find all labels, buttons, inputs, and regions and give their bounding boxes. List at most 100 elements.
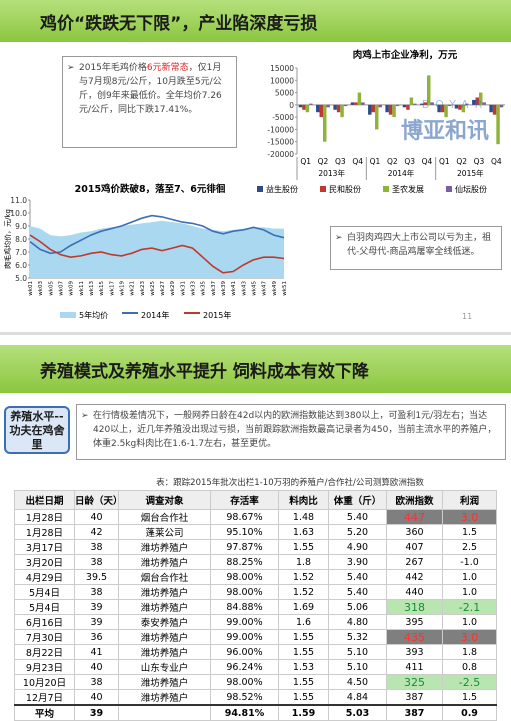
table-cell: 1.0 — [442, 569, 497, 585]
x-tick-label: wk45 — [252, 281, 258, 296]
bar — [336, 104, 341, 113]
table-cell: 1.69 — [278, 599, 329, 615]
table-cell: 3.0 — [442, 509, 497, 525]
x-tick-label: wk21 — [130, 281, 136, 296]
bar — [388, 104, 393, 115]
table-row: 1月28日 40 烟台合作社 98.67% 1.48 5.40 447 3.0 — [14, 509, 497, 525]
x-tick-label: wk41 — [231, 281, 237, 296]
footer-cell: 5.03 — [328, 704, 387, 721]
table-cell: 4.84 — [328, 689, 387, 706]
legend-label: 民和股份 — [329, 184, 361, 194]
x-tick-label: Q2 — [387, 157, 398, 166]
table-cell: 411 — [386, 659, 443, 675]
x-tick-label: wk25 — [150, 281, 156, 296]
chart-title: 肉鸡上市企业净利，万元 — [353, 49, 458, 61]
header-cell: 欧洲指数 — [386, 490, 443, 510]
table-cell: 4.90 — [328, 539, 387, 555]
table-cell: 5.10 — [328, 659, 387, 675]
x-tick-label: Q1 — [439, 157, 450, 166]
header-cell: 出栏日期 — [14, 490, 75, 510]
table-cell: 39.5 — [74, 569, 119, 585]
watermark: 博亚和讯 — [401, 118, 489, 144]
legend-label: 圣农发展 — [392, 184, 424, 194]
table-cell: 1.5 — [442, 524, 497, 540]
bar — [496, 104, 500, 145]
x-tick-label: Q4 — [491, 157, 502, 166]
page: 鸡价“跌跌无下限”，产业陷深度亏损 2015年毛鸡价格6元新常态，仅1月与7月现… — [0, 0, 511, 698]
bar — [375, 104, 379, 130]
table-cell: 36 — [74, 629, 119, 645]
bar — [392, 104, 396, 118]
x-tick-label: Q2 — [318, 157, 329, 166]
table-cell: -1.0 — [442, 554, 497, 570]
price-note: 2015年毛鸡价格6元新常态，仅1月与7月现8元/公斤，10月跌至5元/公斤，创… — [62, 56, 237, 148]
header-cell: 利润 — [442, 490, 497, 510]
y-tick-label: 8.0 — [15, 235, 27, 244]
table-row: 3月17日 38 潍坊养殖户 97.87% 1.55 4.90 407 2.5 — [14, 539, 497, 555]
bar — [333, 104, 337, 110]
table-cell: 41 — [74, 644, 119, 660]
x-tick-label: Q3 — [335, 157, 346, 166]
table-cell: 5.20 — [328, 524, 387, 540]
table-cell: 3.90 — [328, 554, 387, 570]
y-tick-label: 10000 — [270, 76, 294, 85]
table-cell: 42 — [74, 524, 119, 540]
bar — [492, 104, 497, 115]
bar — [458, 104, 462, 110]
table-cell: 潍坊养殖户 — [118, 554, 211, 570]
y-label: 肉毛鸡均价，元/kg — [3, 209, 12, 269]
table-cell: 潍坊养殖户 — [118, 539, 211, 555]
table-cell: 1.55 — [278, 539, 329, 555]
table-row: 9月23日 40 山东专业户 96.24% 1.53 5.10 411 0.8 — [14, 659, 497, 675]
table-row: 1月28日 42 蓬莱公司 95.10% 1.63 5.20 360 1.5 — [14, 524, 497, 540]
bar — [385, 104, 389, 113]
table-cell: 5.40 — [328, 509, 387, 525]
table-cell: 98.67% — [210, 509, 279, 525]
table-cell: 435 — [386, 629, 443, 645]
table-cell: 潍坊养殖户 — [118, 689, 211, 706]
table-cell: 5.10 — [328, 644, 387, 660]
note-text: 2015年毛鸡价格 — [79, 63, 147, 73]
table-cell: 96.24% — [210, 659, 279, 675]
table-cell: 8月22日 — [14, 644, 75, 660]
x-tick-label: wk27 — [160, 281, 166, 296]
page-number: 11 — [462, 312, 473, 321]
table-cell: 山东专业户 — [118, 659, 211, 675]
table-cell: 40 — [74, 689, 119, 706]
table-cell: 6月16日 — [14, 614, 75, 630]
bar — [447, 104, 452, 107]
bar — [357, 92, 362, 105]
y-tick-label: 7.0 — [15, 248, 27, 257]
table-cell: 1.5 — [442, 689, 497, 706]
table-row: 10月20日 38 潍坊养殖户 98.00% 1.55 4.50 325 -2.5 — [14, 674, 497, 690]
footer-row: 平均 39 94.81% 1.59 5.03 387 0.9 — [14, 704, 497, 721]
table-cell: 5.32 — [328, 629, 387, 645]
legend-label: 2014年 — [141, 310, 169, 320]
table-cell: 5月4日 — [14, 599, 75, 615]
table-cell: 潍坊养殖户 — [118, 629, 211, 645]
bar — [298, 104, 303, 108]
table-cell: 1.55 — [278, 674, 329, 690]
bar — [472, 99, 476, 105]
table-cell: 1.55 — [278, 689, 329, 706]
table-cell: 360 — [386, 524, 443, 540]
bar — [395, 104, 400, 107]
bar — [305, 104, 310, 113]
table-cell: 99.00% — [210, 629, 279, 645]
table-cell: 39 — [74, 599, 119, 615]
table-cell: 99.00% — [210, 614, 279, 630]
bar — [309, 103, 313, 105]
bar — [430, 102, 434, 105]
footer-cell: 0.9 — [442, 704, 497, 721]
legend-label: 5年均价 — [79, 310, 108, 320]
x-tick-label: wk51 — [282, 281, 288, 296]
table-cell: 4月29日 — [14, 569, 75, 585]
x-tick-label: Q3 — [474, 157, 485, 166]
group-label: 2013年 — [318, 168, 345, 178]
table-cell: 1月28日 — [14, 509, 75, 525]
table-cell: 38 — [74, 539, 119, 555]
x-tick-label: wk33 — [191, 281, 197, 296]
x-tick-label: wk13 — [89, 281, 95, 296]
footer-cell: 39 — [74, 704, 119, 721]
